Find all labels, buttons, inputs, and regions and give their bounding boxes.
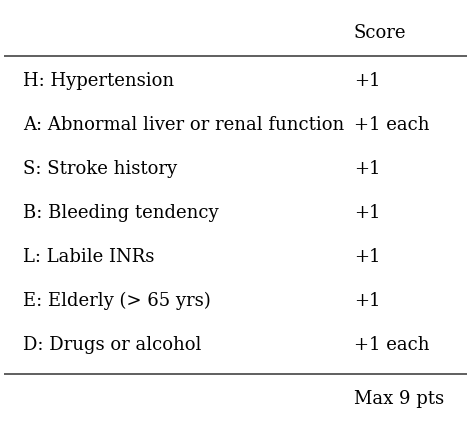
Text: L: Labile INRs: L: Labile INRs: [23, 248, 154, 266]
Text: D: Drugs or alcohol: D: Drugs or alcohol: [23, 336, 201, 354]
Text: +1: +1: [354, 204, 380, 222]
Text: A: Abnormal liver or renal function: A: Abnormal liver or renal function: [23, 116, 344, 134]
Text: +1 each: +1 each: [354, 116, 430, 134]
Text: +1: +1: [354, 72, 380, 90]
Text: H: Hypertension: H: Hypertension: [23, 72, 174, 90]
Text: B: Bleeding tendency: B: Bleeding tendency: [23, 204, 219, 222]
Text: E: Elderly (> 65 yrs): E: Elderly (> 65 yrs): [23, 291, 211, 310]
Text: +1: +1: [354, 292, 380, 310]
Text: S: Stroke history: S: Stroke history: [23, 160, 177, 178]
Text: Max 9 pts: Max 9 pts: [354, 390, 444, 408]
Text: +1: +1: [354, 160, 380, 178]
Text: +1 each: +1 each: [354, 336, 430, 354]
Text: Score: Score: [354, 24, 406, 43]
Text: +1: +1: [354, 248, 380, 266]
